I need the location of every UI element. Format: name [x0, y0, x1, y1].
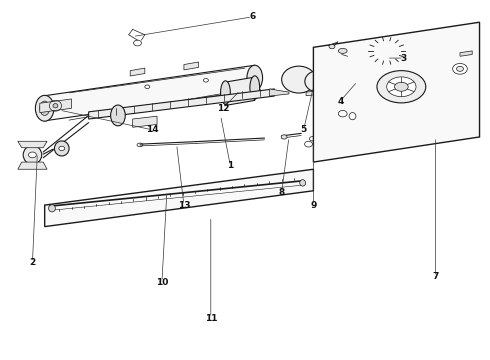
Polygon shape — [130, 68, 145, 76]
Polygon shape — [460, 51, 472, 56]
Text: 4: 4 — [337, 96, 343, 105]
Text: 13: 13 — [178, 201, 190, 210]
Ellipse shape — [329, 44, 335, 49]
Ellipse shape — [380, 46, 393, 56]
Ellipse shape — [281, 135, 287, 139]
Text: 12: 12 — [217, 104, 229, 113]
Ellipse shape — [220, 81, 230, 104]
Text: 9: 9 — [310, 201, 317, 210]
Polygon shape — [314, 22, 480, 162]
Text: 7: 7 — [432, 272, 439, 281]
Ellipse shape — [247, 65, 263, 90]
Polygon shape — [45, 169, 314, 226]
Text: 2: 2 — [29, 258, 36, 267]
Ellipse shape — [23, 145, 42, 164]
Polygon shape — [133, 116, 157, 127]
Polygon shape — [18, 141, 47, 148]
Polygon shape — [306, 90, 323, 96]
Ellipse shape — [352, 73, 363, 82]
Ellipse shape — [338, 48, 347, 53]
Ellipse shape — [35, 95, 54, 121]
Polygon shape — [40, 99, 72, 113]
Text: 5: 5 — [300, 125, 307, 134]
Ellipse shape — [282, 66, 316, 93]
Text: 14: 14 — [146, 125, 158, 134]
Ellipse shape — [40, 101, 49, 116]
Text: 10: 10 — [156, 278, 168, 287]
Ellipse shape — [53, 104, 58, 108]
Polygon shape — [225, 77, 255, 105]
Ellipse shape — [372, 41, 401, 61]
Ellipse shape — [111, 105, 125, 126]
Ellipse shape — [250, 76, 260, 99]
Ellipse shape — [305, 71, 332, 92]
Polygon shape — [184, 62, 198, 70]
Polygon shape — [18, 162, 47, 169]
Text: 1: 1 — [227, 161, 233, 170]
Ellipse shape — [387, 77, 416, 96]
Ellipse shape — [300, 180, 306, 186]
Ellipse shape — [377, 71, 426, 103]
Text: 3: 3 — [401, 54, 407, 63]
Ellipse shape — [49, 205, 55, 212]
Ellipse shape — [28, 152, 36, 158]
Polygon shape — [89, 89, 274, 119]
Ellipse shape — [145, 85, 150, 89]
Ellipse shape — [54, 141, 69, 156]
Text: 8: 8 — [278, 188, 285, 197]
Ellipse shape — [453, 63, 467, 74]
Polygon shape — [325, 77, 331, 85]
Text: 11: 11 — [204, 314, 217, 323]
Ellipse shape — [457, 66, 464, 71]
Polygon shape — [45, 65, 255, 121]
Ellipse shape — [203, 78, 208, 82]
Ellipse shape — [59, 146, 65, 150]
Ellipse shape — [347, 69, 367, 86]
Polygon shape — [270, 89, 289, 96]
Text: 6: 6 — [249, 12, 255, 21]
Ellipse shape — [394, 82, 408, 91]
